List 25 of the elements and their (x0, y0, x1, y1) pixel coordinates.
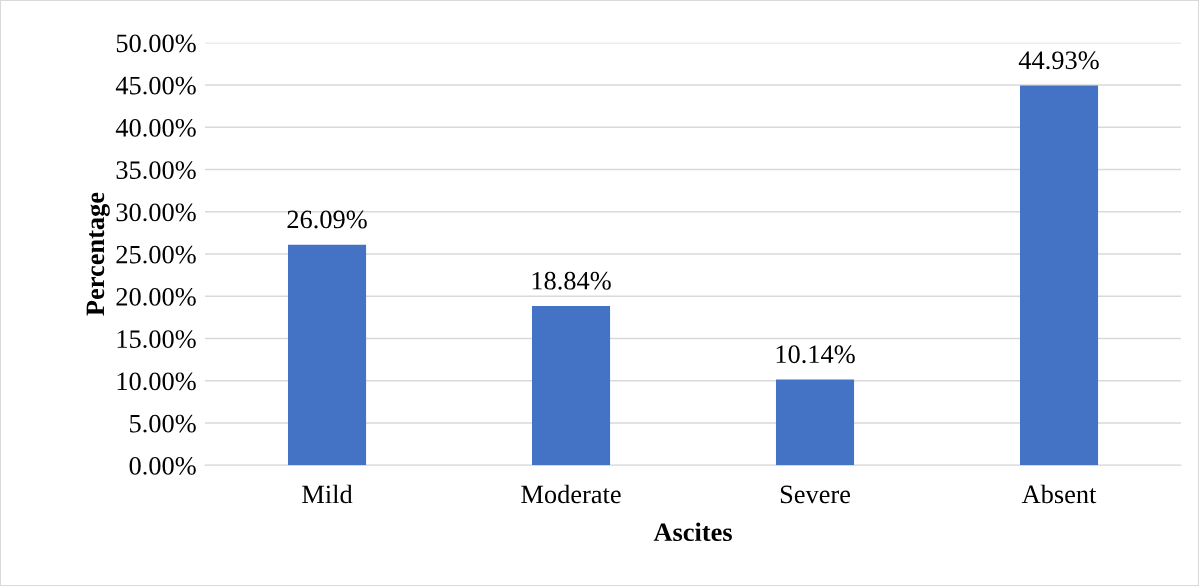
data-label: 44.93% (1018, 51, 1099, 70)
y-tick-label: 5.00% (130, 414, 196, 433)
bar (531, 306, 611, 466)
y-tick-label: 25.00% (116, 245, 196, 264)
bar (1019, 85, 1099, 466)
y-tick-label: 0.00% (129, 456, 196, 475)
y-tick-label: 20.00% (116, 287, 196, 306)
y-tick-label: 30.00% (116, 203, 196, 222)
data-label: 26.09% (287, 210, 367, 229)
data-label: 10.14% (776, 345, 855, 364)
y-tick-label: 50.00% (116, 34, 196, 53)
x-tick-label: Absent (1021, 484, 1097, 504)
x-axis-title: Ascites (653, 522, 732, 542)
y-axis-title: Percentage (86, 192, 110, 316)
bar (775, 379, 855, 466)
y-tick-label: 10.00% (117, 372, 196, 391)
y-tick-label: 40.00% (115, 118, 196, 137)
y-tick-label: 15.00% (117, 330, 196, 349)
x-tick-label: Mild (302, 484, 353, 504)
x-tick-label: Severe (780, 485, 850, 504)
x-tick-label: Moderate (521, 484, 621, 504)
bar (287, 244, 367, 466)
y-tick-label: 35.00% (116, 161, 196, 180)
y-tick-label: 45.00% (115, 76, 196, 95)
data-label: 18.84% (532, 271, 611, 290)
